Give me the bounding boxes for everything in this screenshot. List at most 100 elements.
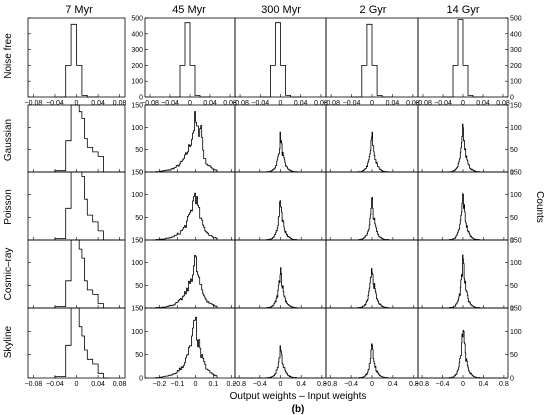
- x-tick-label-r0c4-1: −0.04: [434, 100, 452, 107]
- x-tick-label-r4c2-4: 0.8: [317, 381, 327, 388]
- y-tick-label-r0c4-0: 0: [510, 95, 514, 102]
- panel-frame-r3c4: [417, 239, 509, 309]
- x-tick-label-r4c1-1: −0.1: [170, 381, 184, 388]
- x-tick-label-r0c3-1: −0.04: [343, 100, 361, 107]
- column-title-14gyr: 14 Gyr: [446, 4, 479, 16]
- x-axis-label: Output weights – Input weights: [230, 391, 367, 402]
- x-tick-label-r0c1-1: −0.04: [161, 100, 179, 107]
- x-tick-label-r0c2-2: 0: [279, 100, 283, 107]
- histogram-noise-free-c1: [170, 22, 210, 98]
- x-tick-label-r0c0-3: 0.04: [91, 100, 105, 107]
- x-tick-label-r4c1-4: 0.2: [227, 381, 237, 388]
- histogram-wide-r3c4: [419, 254, 507, 309]
- y-tick-label-r1c4-2: 100: [510, 125, 522, 132]
- x-tick-label-r4c4-2: 0: [461, 381, 465, 388]
- y-tick-label-r1c1-0: 0: [139, 170, 143, 177]
- panel-frame-r2c1: [144, 171, 236, 241]
- x-tick-label-r4c0-0: −0.08: [25, 381, 43, 388]
- y-tick-label-r3c4-1: 50: [510, 283, 518, 290]
- histogram-wide-r1c2: [236, 131, 325, 173]
- column-title-300myr: 300 Myr: [261, 4, 301, 16]
- x-tick-label-r0c2-3: 0.04: [294, 100, 308, 107]
- panel-frame-r3c0: [27, 239, 126, 309]
- x-tick-label-r4c1-0: −0.2: [152, 381, 166, 388]
- x-tick-label-r4c3-3: 0.4: [388, 381, 398, 388]
- x-tick-label-r0c0-0: −0.08: [25, 100, 43, 107]
- row-label-noise-free: Noise free: [3, 33, 14, 79]
- histogram-45myr-r1: [155, 111, 218, 172]
- x-tick-label-r0c0-1: −0.04: [46, 100, 64, 107]
- y-tick-label-r2c1-0: 0: [139, 238, 143, 245]
- histogram-noise-free-c0: [54, 23, 99, 98]
- y-tick-label-r3c1-3: 150: [131, 238, 143, 245]
- histogram-7myr-r3: [54, 239, 109, 309]
- y-tick-label-r1c1-1: 50: [135, 147, 143, 154]
- x-tick-label-r0c1-4: 0.08: [223, 100, 237, 107]
- y-tick-label-r2c1-1: 50: [135, 215, 143, 222]
- panel-frame-r2c0: [27, 171, 126, 241]
- histogram-wide-r3c2: [236, 267, 325, 309]
- x-tick-label-r4c0-3: 0.04: [91, 381, 105, 388]
- panel-frame-r3c3: [325, 239, 419, 309]
- y-tick-label-r2c4-1: 50: [510, 215, 518, 222]
- y-tick-label-r0c4-2: 200: [510, 63, 522, 70]
- x-tick-label-r0c4-0: −0.08: [414, 100, 432, 107]
- histogram-wide-r4c2: [236, 345, 325, 379]
- x-tick-label-r4c4-4: 0.8: [499, 381, 509, 388]
- panel-frame-r1c1: [144, 104, 236, 173]
- row-label-gaussian: Gaussian: [3, 119, 14, 161]
- histogram-7myr-r4: [54, 307, 109, 379]
- y-tick-label-r0c1-3: 300: [131, 47, 143, 54]
- histogram-wide-r2c4: [419, 193, 507, 241]
- x-tick-label-r0c0-4: 0.08: [113, 100, 127, 107]
- panel-frame-r2c4: [417, 171, 509, 241]
- panel-frame-r1c4: [417, 104, 509, 173]
- y-tick-label-r0c1-4: 400: [131, 31, 143, 38]
- x-tick-label-r0c4-3: 0.04: [476, 100, 490, 107]
- y-tick-label-r0c1-5: 500: [131, 16, 143, 23]
- y-tick-label-r0c4-1: 100: [510, 79, 522, 86]
- y-tick-label-r0c4-3: 300: [510, 47, 522, 54]
- x-tick-label-r0c2-0: −0.08: [231, 100, 249, 107]
- y-tick-label-r4c4-0: 0: [510, 376, 514, 383]
- histogram-wide-r1c3: [327, 131, 417, 173]
- histogram-7myr-r1: [54, 104, 109, 173]
- x-tick-label-r0c1-2: 0: [188, 100, 192, 107]
- x-tick-label-r4c2-0: −0.8: [232, 381, 246, 388]
- y-tick-label-r0c1-2: 200: [131, 63, 143, 70]
- x-tick-label-r0c2-1: −0.04: [251, 100, 269, 107]
- x-tick-label-r4c0-2: 0: [75, 381, 79, 388]
- x-tick-label-r0c3-0: −0.08: [322, 100, 340, 107]
- panel-frame-r1c3: [325, 104, 419, 173]
- y-tick-label-r0c4-5: 500: [510, 16, 522, 23]
- histogram-wide-r4c3: [327, 343, 417, 379]
- y-tick-label-r4c1-1: 50: [135, 352, 143, 359]
- histogram-wide-r3c3: [327, 268, 417, 309]
- y-axis-label: Counts: [534, 191, 544, 223]
- histogram-wide-r2c2: [236, 200, 325, 241]
- y-tick-label-r2c1-3: 150: [131, 170, 143, 177]
- panel-frame-r4c4: [417, 307, 509, 379]
- x-tick-label-r4c0-4: 0.08: [113, 381, 127, 388]
- histogram-45myr-r3: [155, 255, 218, 308]
- column-title-7myr: 7 Myr: [65, 4, 93, 16]
- x-tick-label-r0c1-3: 0.04: [203, 100, 217, 107]
- x-tick-label-r4c4-3: 0.4: [479, 381, 489, 388]
- y-tick-label-r0c4-4: 400: [510, 31, 522, 38]
- histogram-7myr-r2: [54, 171, 109, 241]
- x-tick-label-r0c3-4: 0.08: [406, 100, 420, 107]
- y-tick-label-r1c1-2: 100: [131, 125, 143, 132]
- panel-frame-r4c2: [234, 307, 327, 379]
- histogram-45myr-r2: [155, 192, 218, 240]
- y-tick-label-r4c4-2: 100: [510, 329, 522, 336]
- x-tick-label-r4c3-0: −0.8: [323, 381, 337, 388]
- panel-frame-r4c0: [27, 307, 126, 379]
- y-tick-label-r4c1-2: 100: [131, 329, 143, 336]
- column-title-2gyr: 2 Gyr: [360, 4, 387, 16]
- y-tick-label-r4c4-3: 150: [510, 306, 522, 313]
- y-tick-label-r4c4-1: 50: [510, 352, 518, 359]
- panel-grid: −0.08 −0.04 0 0.04 0.08 −0.08 −0.04 0 0.04 0.0801…: [25, 16, 522, 389]
- panel-frame-r1c0: [27, 104, 126, 173]
- y-tick-label-r3c4-2: 100: [510, 260, 522, 267]
